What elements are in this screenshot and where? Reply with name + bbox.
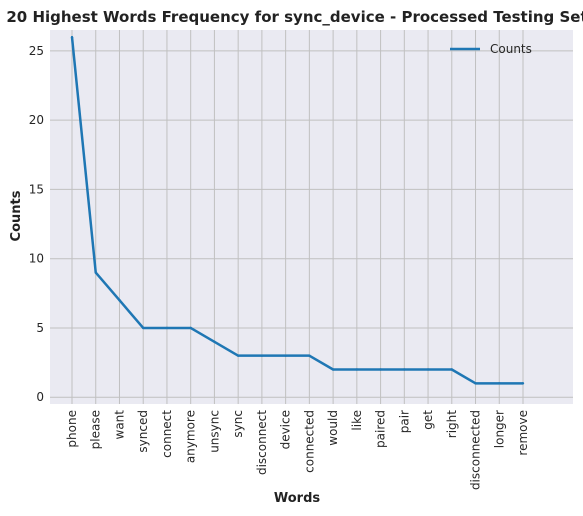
x-tick-label-connected: connected <box>302 410 316 473</box>
y-tick-label: 20 <box>29 113 44 127</box>
data-point-pair <box>403 368 406 371</box>
x-tick-label-get: get <box>421 410 435 430</box>
x-tick-label-synced: synced <box>136 410 150 453</box>
x-tick-label-want: want <box>112 410 126 440</box>
x-tick-label-longer: longer <box>492 410 506 448</box>
x-tick-label-sync: sync <box>231 410 245 438</box>
x-axis-label: Words <box>274 491 321 506</box>
x-tick-label-would: would <box>326 410 340 446</box>
y-tick-label: 10 <box>29 252 44 266</box>
data-point-unsync <box>213 340 216 343</box>
x-tick-label-paired: paired <box>374 410 388 448</box>
data-point-connected <box>308 354 311 357</box>
x-tick-label-disconnected: disconnected <box>469 410 483 490</box>
data-point-device <box>284 354 287 357</box>
x-tick-label-connect: connect <box>160 410 174 458</box>
y-tick-label: 5 <box>36 321 44 335</box>
data-point-want <box>118 299 121 302</box>
x-grid <box>71 30 524 404</box>
series-line-counts <box>70 36 523 385</box>
x-tick-label-like: like <box>350 410 364 431</box>
x-tick-label-disconnect: disconnect <box>255 410 269 475</box>
data-point-paired <box>379 368 382 371</box>
x-tick-label-anymore: anymore <box>184 410 198 463</box>
x-tick-label-pair: pair <box>397 410 411 433</box>
data-point-longer <box>498 382 501 385</box>
data-point-synced <box>142 326 145 330</box>
x-tick-label-remove: remove <box>516 410 530 456</box>
y-tick-label: 25 <box>29 44 44 58</box>
y-tick-label: 0 <box>36 390 44 404</box>
y-tick-label: 15 <box>29 182 44 196</box>
data-point-right <box>450 368 453 371</box>
plot-area <box>50 30 573 404</box>
y-axis-ticks: 0 5 10 15 20 25 <box>29 44 44 404</box>
data-points <box>70 35 525 385</box>
x-axis-ticks: phone please want synced connect anymore unsyn… <box>65 410 530 490</box>
data-point-get <box>426 368 430 371</box>
x-tick-label-please: please <box>89 410 103 449</box>
data-point-phone <box>70 35 74 39</box>
data-point-disconnect <box>260 354 264 357</box>
legend-label: Counts <box>490 42 532 56</box>
data-point-connect <box>165 326 169 330</box>
data-point-sync <box>236 354 240 357</box>
data-point-please <box>94 271 97 274</box>
x-tick-label-phone: phone <box>65 410 79 448</box>
data-point-disconnected <box>474 382 477 385</box>
data-point-anymore <box>189 326 192 330</box>
y-axis-label: Counts <box>9 190 24 241</box>
x-tick-label-unsync: unsync <box>207 410 221 453</box>
y-grid <box>50 50 573 398</box>
legend: Counts <box>450 42 532 56</box>
data-point-like <box>355 368 359 371</box>
x-tick-label-device: device <box>279 410 293 449</box>
data-point-remove <box>521 382 525 385</box>
chart-title: 20 Highest Words Frequency for sync_devi… <box>6 8 583 26</box>
data-point-would <box>331 368 335 371</box>
x-tick-label-right: right <box>445 410 459 438</box>
